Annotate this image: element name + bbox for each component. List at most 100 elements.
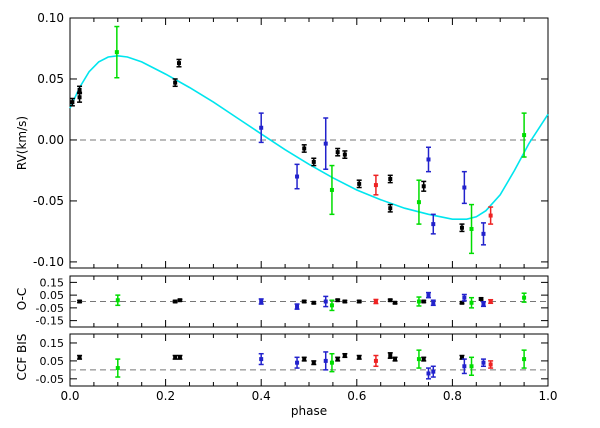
marker (173, 80, 178, 85)
marker (522, 295, 527, 300)
data-point (335, 298, 341, 303)
data-point (177, 298, 183, 303)
marker (259, 357, 264, 362)
y-tick-label: 0.05 (37, 72, 64, 86)
marker (426, 371, 431, 376)
data-point (488, 360, 494, 369)
data-point (342, 299, 348, 304)
marker (115, 298, 120, 303)
data-point (329, 299, 335, 312)
marker (481, 302, 486, 307)
marker (302, 146, 307, 151)
data-point (488, 206, 494, 225)
data-point (461, 170, 467, 205)
marker (177, 355, 182, 360)
y-tick-label: 0.05 (40, 289, 65, 302)
data-point (342, 352, 348, 359)
series-3 (373, 298, 494, 305)
data-point (416, 349, 422, 369)
marker (77, 355, 82, 360)
marker (479, 296, 484, 301)
data-point (461, 358, 467, 375)
marker (342, 299, 347, 304)
marker (295, 174, 300, 179)
marker (481, 360, 486, 365)
marker (469, 300, 474, 305)
marker (393, 300, 398, 305)
marker (488, 299, 493, 304)
marker (388, 206, 393, 211)
data-point (373, 174, 379, 196)
data-point (421, 356, 427, 362)
marker (259, 125, 264, 130)
data-point (387, 174, 393, 184)
data-point (356, 299, 362, 304)
data-point (416, 179, 422, 225)
data-point (461, 293, 467, 302)
data-point (392, 356, 398, 362)
marker (373, 183, 378, 188)
series-0 (77, 352, 465, 366)
y-axis-label: O-C (15, 288, 29, 311)
marker (388, 353, 393, 358)
series-1 (115, 292, 527, 312)
data-point (521, 349, 527, 369)
data-point (430, 213, 436, 235)
marker (416, 357, 421, 362)
marker (259, 299, 264, 304)
series-2 (258, 351, 486, 380)
data-point (488, 298, 494, 305)
marker (311, 360, 316, 365)
y-tick-label: 0.10 (37, 11, 64, 25)
data-point (301, 356, 307, 362)
data-point (323, 117, 329, 170)
marker (295, 360, 300, 365)
data-point (392, 300, 398, 305)
data-point (258, 112, 264, 144)
data-point (294, 356, 300, 369)
y-tick-label: 0.15 (40, 276, 65, 289)
marker (431, 222, 436, 227)
data-point (342, 150, 348, 159)
data-point (469, 296, 475, 309)
y-tick-label: 0.00 (37, 133, 64, 147)
panel-rv: -0.10 -0.05 0.00 0.05 0.10 RV(km/s) (15, 11, 549, 269)
data-point (430, 299, 436, 307)
data-point (172, 299, 178, 304)
y-tick-label: 0.05 (40, 355, 65, 368)
series-3 (373, 174, 494, 225)
data-point (373, 354, 379, 368)
data-point (77, 85, 83, 95)
data-point (77, 354, 83, 360)
data-point (521, 112, 527, 158)
marker (416, 200, 421, 205)
marker (329, 303, 334, 308)
y-tick-label: 0.15 (40, 337, 65, 350)
marker (335, 150, 340, 155)
data-point (459, 300, 465, 305)
data-point (335, 356, 341, 362)
marker (522, 357, 527, 362)
marker (388, 176, 393, 181)
data-point (421, 180, 427, 192)
marker (357, 355, 362, 360)
data-point (258, 352, 264, 366)
data-point (311, 300, 317, 305)
x-tick-label: 1.0 (538, 389, 557, 403)
marker (469, 364, 474, 369)
x-axis-label: phase (291, 404, 327, 418)
y-tick-label: -0.05 (36, 373, 64, 386)
data-point (356, 179, 362, 189)
marker (373, 358, 378, 363)
marker (176, 61, 181, 66)
data-point (373, 298, 379, 305)
marker (462, 364, 467, 369)
data-point (356, 354, 362, 360)
data-point (480, 222, 486, 246)
y-tick-label: -0.05 (33, 194, 64, 208)
series-1 (115, 349, 527, 378)
marker (311, 159, 316, 164)
data-point (387, 298, 393, 303)
data-point (480, 301, 486, 308)
data-point (480, 358, 486, 368)
